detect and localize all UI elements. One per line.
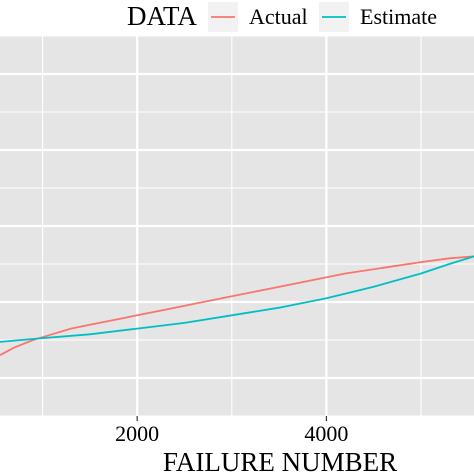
series-layer xyxy=(0,255,474,356)
legend-item-actual: Actual xyxy=(208,2,308,32)
series-line-estimate xyxy=(0,255,474,343)
legend-item-estimate: Estimate xyxy=(319,2,437,32)
legend-label: Actual xyxy=(249,4,308,29)
legend-title: DATA xyxy=(127,1,197,31)
legend: DATA Actual Estimate xyxy=(127,1,437,32)
x-tick-label: 2000 xyxy=(115,421,159,446)
x-tick-label: 4000 xyxy=(304,421,348,446)
series-line-actual xyxy=(0,255,474,356)
legend-label: Estimate xyxy=(360,4,437,29)
x-axis-label: FAILURE NUMBER xyxy=(163,447,397,474)
x-axis: 2000 4000 xyxy=(115,416,348,446)
grid-major xyxy=(0,36,474,416)
